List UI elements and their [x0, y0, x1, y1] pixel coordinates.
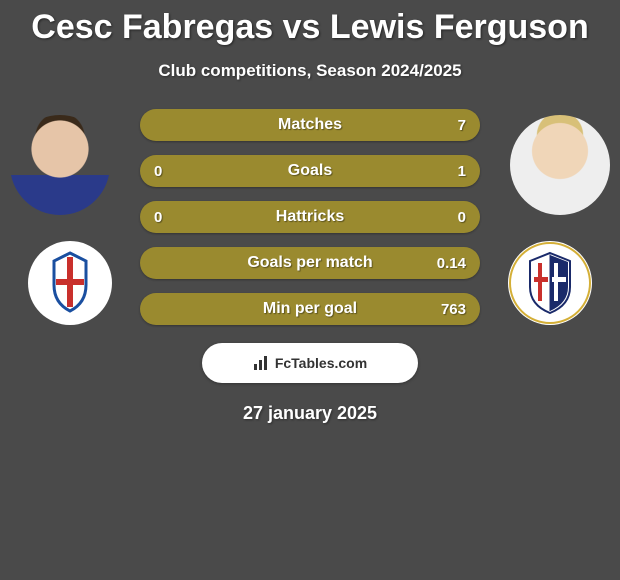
player-left-avatar — [10, 115, 110, 215]
stat-label: Hattricks — [276, 208, 344, 226]
stat-label: Goals per match — [247, 254, 372, 272]
club-right-logo — [508, 241, 592, 325]
club-left-logo — [28, 241, 112, 325]
site-label: FcTables.com — [275, 355, 367, 371]
page-subtitle: Club competitions, Season 2024/2025 — [0, 61, 620, 81]
stat-label: Matches — [278, 116, 342, 134]
site-badge: FcTables.com — [202, 343, 418, 383]
stat-right-value: 1 — [458, 163, 466, 180]
stat-row: Matches 7 — [140, 109, 480, 141]
page-title: Cesc Fabregas vs Lewis Ferguson — [0, 0, 620, 47]
player-right-avatar — [510, 115, 610, 215]
comparison-block: Matches 7 0 Goals 1 0 Hattricks 0 Goals … — [0, 109, 620, 424]
stats-bars: Matches 7 0 Goals 1 0 Hattricks 0 Goals … — [140, 109, 480, 325]
stat-right-value: 7 — [458, 117, 466, 134]
chart-icon — [253, 354, 271, 372]
stat-row: 0 Goals 1 — [140, 155, 480, 187]
stat-right-value: 0 — [458, 209, 466, 226]
stat-right-value: 763 — [441, 301, 466, 318]
stat-label: Min per goal — [263, 300, 357, 318]
date-label: 27 january 2025 — [0, 403, 620, 424]
stat-right-value: 0.14 — [437, 255, 466, 272]
stat-label: Goals — [288, 162, 332, 180]
stat-left-value: 0 — [154, 209, 162, 226]
stat-row: 0 Hattricks 0 — [140, 201, 480, 233]
stat-row: Goals per match 0.14 — [140, 247, 480, 279]
stat-row: Min per goal 763 — [140, 293, 480, 325]
stat-left-value: 0 — [154, 163, 162, 180]
